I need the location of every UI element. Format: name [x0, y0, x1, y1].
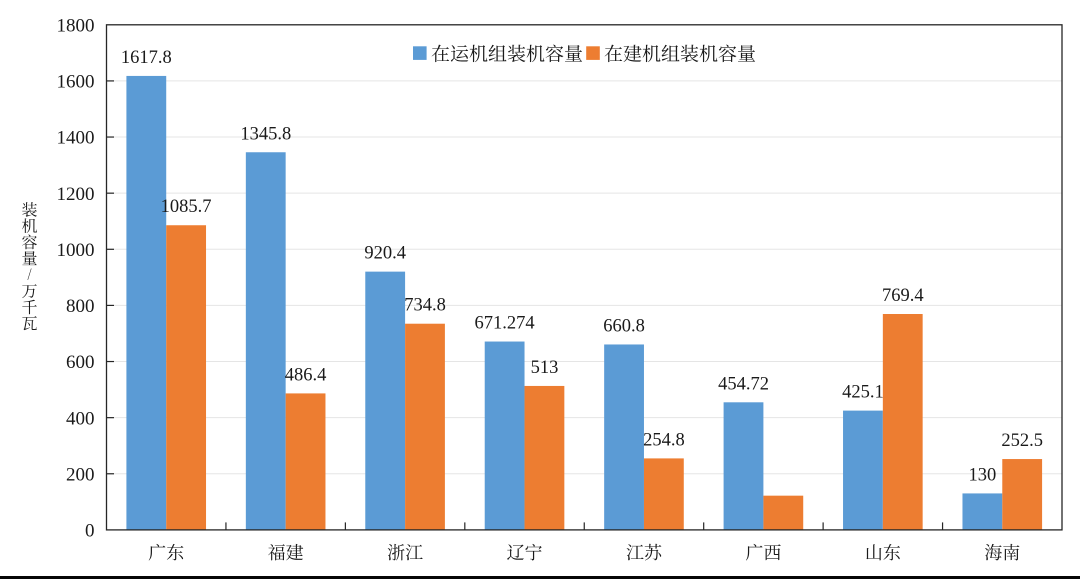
svg-text:486.4: 486.4	[285, 365, 327, 385]
svg-text:0: 0	[85, 521, 95, 542]
svg-text:1600: 1600	[57, 72, 95, 93]
svg-text:769.4: 769.4	[882, 286, 924, 306]
svg-text:513: 513	[531, 358, 559, 378]
svg-text:660.8: 660.8	[603, 316, 645, 336]
svg-text:425.1: 425.1	[842, 383, 884, 403]
svg-text:254.8: 254.8	[643, 430, 685, 450]
svg-text:600: 600	[66, 352, 95, 373]
svg-text:800: 800	[66, 296, 95, 317]
svg-text:1617.8: 1617.8	[121, 48, 172, 68]
svg-text:1200: 1200	[57, 184, 95, 205]
svg-text:1000: 1000	[57, 240, 95, 261]
svg-text:200: 200	[66, 464, 95, 485]
svg-text:252.5: 252.5	[1001, 431, 1043, 451]
svg-text:130: 130	[969, 465, 997, 485]
svg-text:1400: 1400	[57, 128, 95, 149]
svg-text:671.274: 671.274	[475, 314, 535, 334]
svg-text:1085.7: 1085.7	[161, 197, 212, 217]
svg-text:1345.8: 1345.8	[240, 124, 291, 144]
svg-text:454.72: 454.72	[718, 374, 769, 394]
svg-text:1800: 1800	[57, 15, 95, 36]
svg-text:920.4: 920.4	[364, 244, 406, 264]
svg-text:400: 400	[66, 408, 95, 429]
svg-text:734.8: 734.8	[404, 296, 446, 316]
